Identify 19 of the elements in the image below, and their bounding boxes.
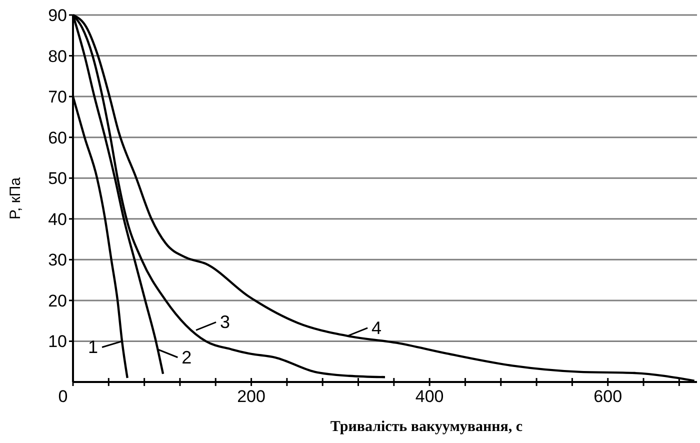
x-tick-label: 600 <box>594 387 622 406</box>
annotation: 2 <box>182 347 192 368</box>
y-tick-label: 80 <box>48 46 67 66</box>
y-tick-label: 40 <box>48 210 67 229</box>
y-axis-title: P, кПа <box>7 176 24 220</box>
y-tick-label: 60 <box>48 128 67 148</box>
x-tick-label: 400 <box>415 387 444 406</box>
y-tick-label: 90 <box>48 6 67 25</box>
y-tick-label: 70 <box>48 88 67 107</box>
x-tick-label: 200 <box>237 387 266 406</box>
y-tick-label: 10 <box>48 332 67 352</box>
y-tick-label: 20 <box>48 291 67 310</box>
x-tick-label: 0 <box>58 387 68 406</box>
x-axis-title: Тривалість вакуумування, с <box>330 419 523 435</box>
y-tick-label: 50 <box>48 169 67 188</box>
annotation: 1 <box>88 337 98 358</box>
y-tick-label: 30 <box>48 250 67 270</box>
annotation: 3 <box>220 312 230 332</box>
annotation: 4 <box>372 318 382 338</box>
